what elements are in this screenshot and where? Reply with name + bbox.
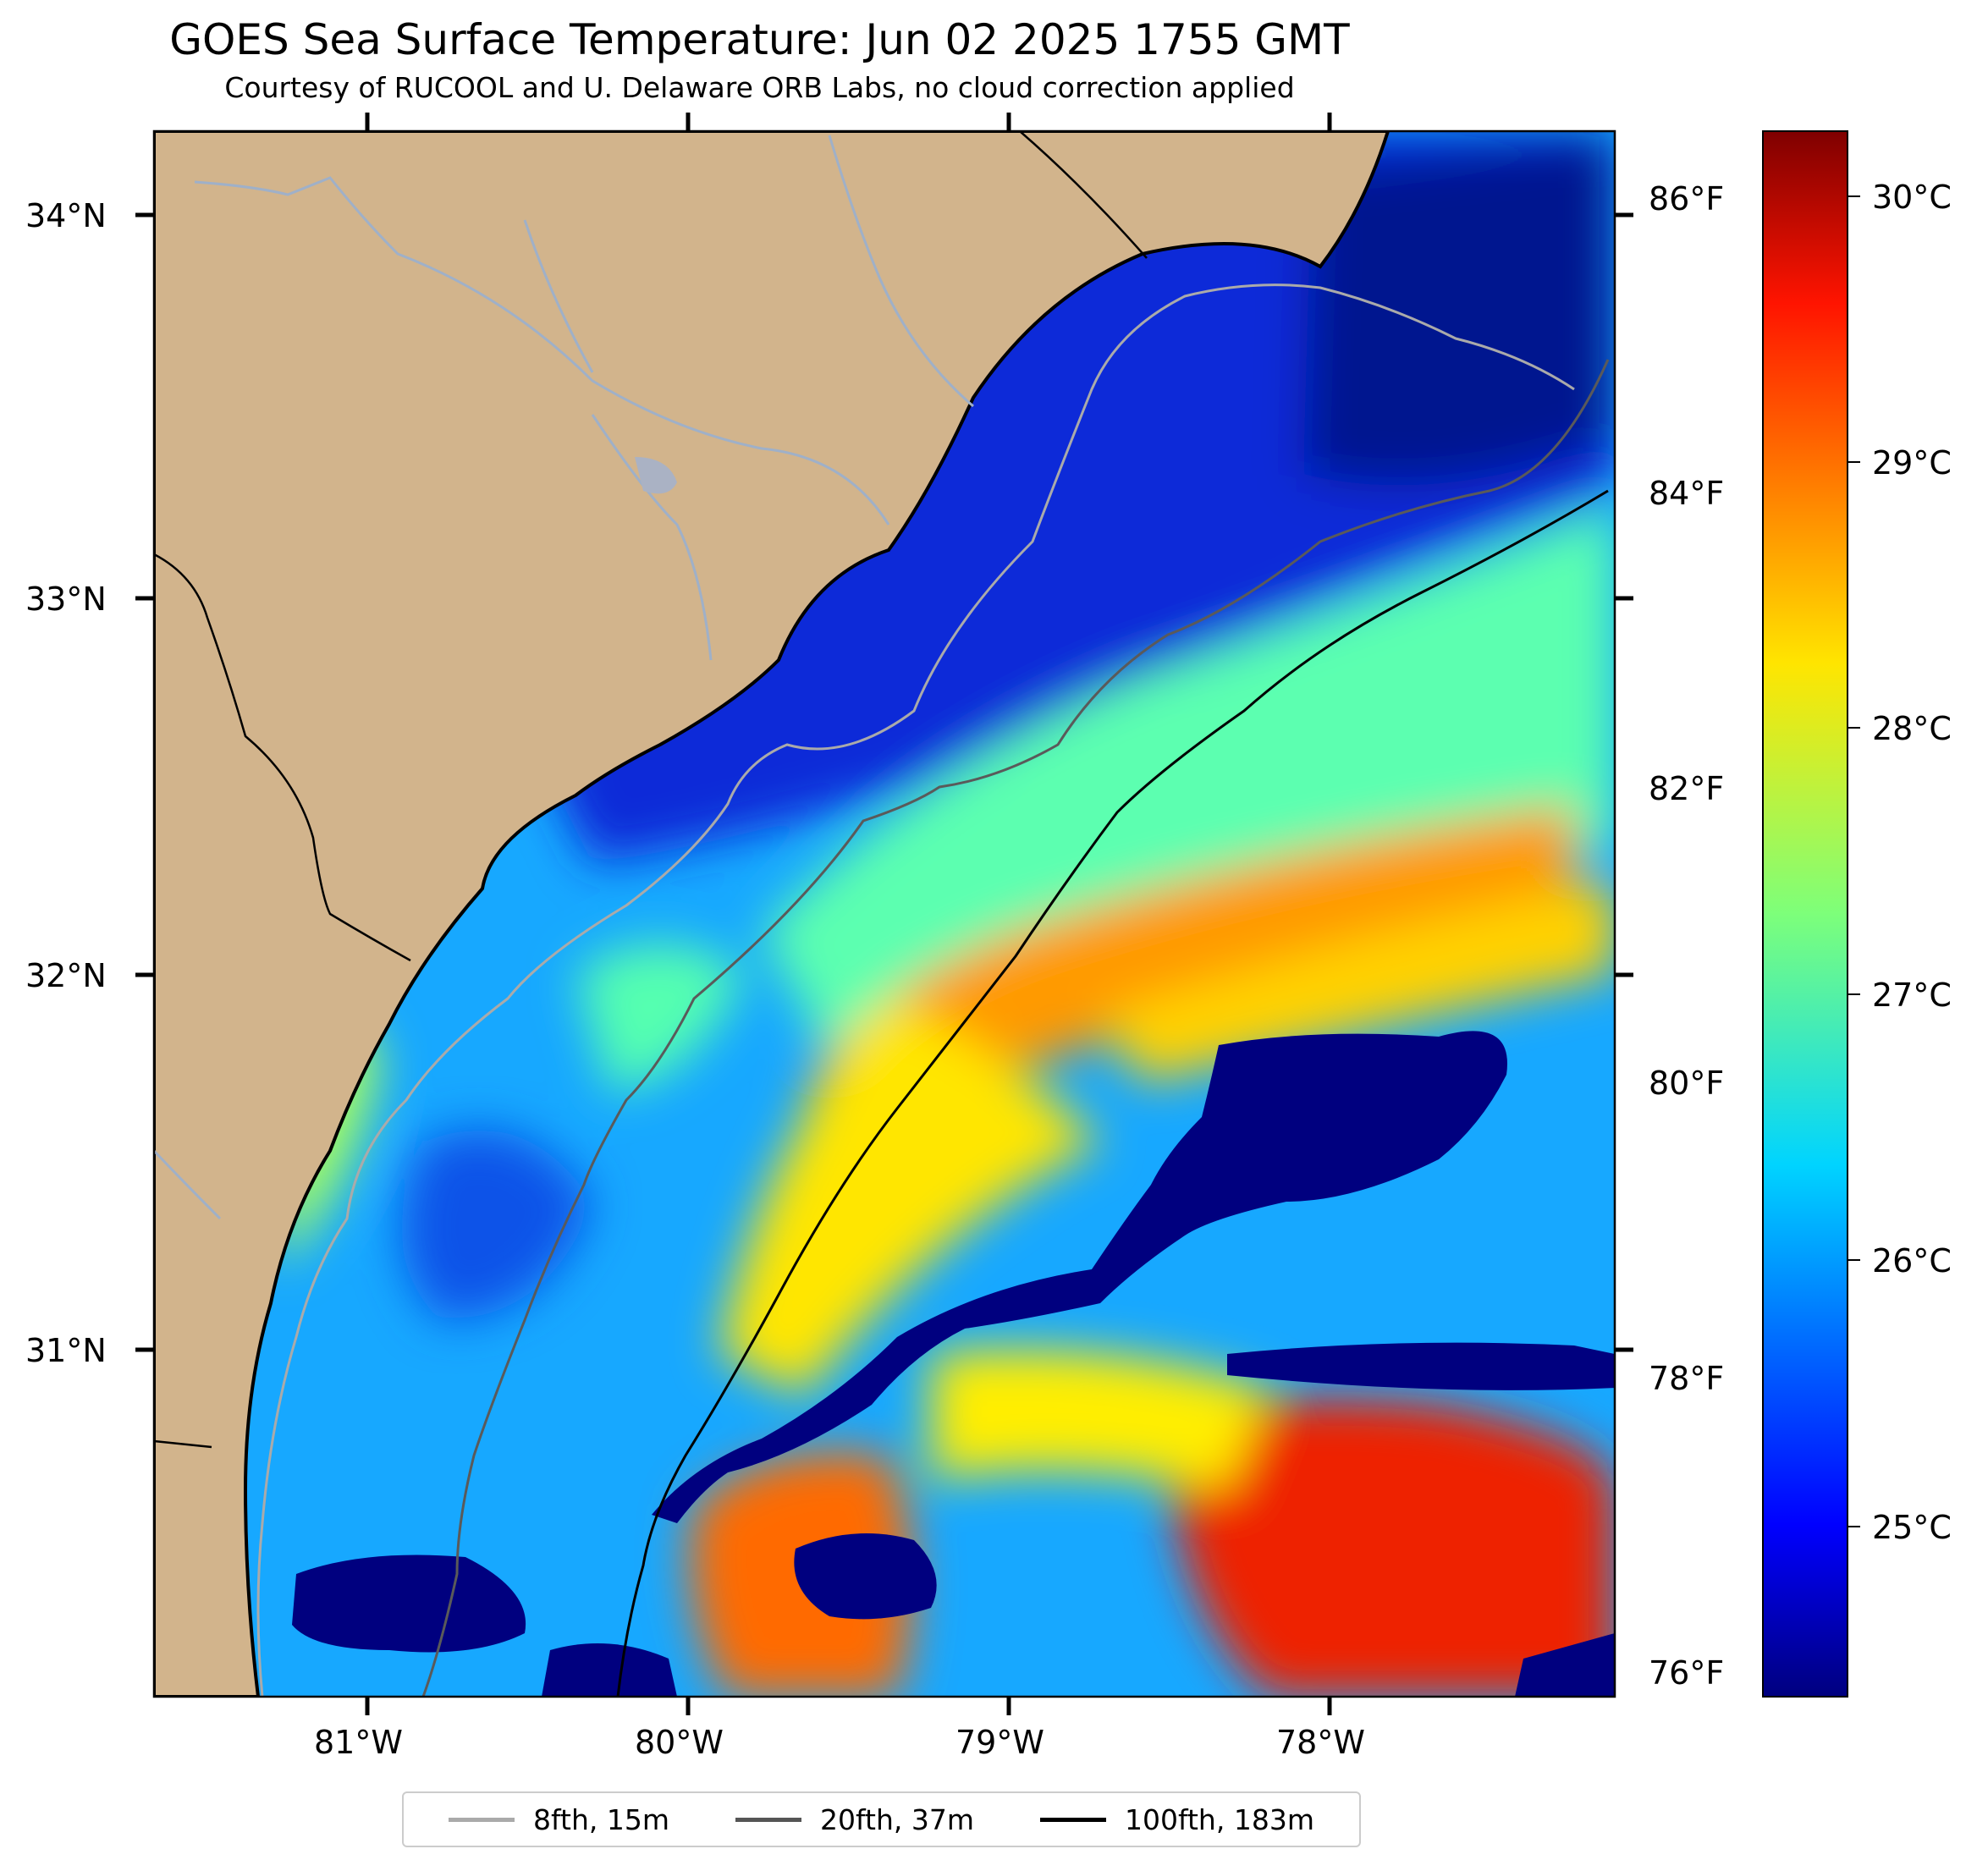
- chart-title: GOES Sea Surface Temperature: Jun 02 202…: [169, 15, 1350, 64]
- colorbar-label: 29°C: [1872, 444, 1952, 482]
- lat-label: 34°N: [25, 197, 107, 234]
- fahrenheit-label: 80°F: [1649, 1065, 1724, 1102]
- lat-label: 31°N: [25, 1332, 107, 1369]
- fahrenheit-label: 76°F: [1649, 1654, 1724, 1692]
- isobath-legend: 8fth, 15m 20fth, 37m 100fth, 183m: [402, 1791, 1361, 1847]
- lon-label: 79°W: [955, 1724, 1044, 1761]
- legend-line-100fth: [1039, 1817, 1106, 1822]
- isobath-8fth: [256, 283, 1575, 1697]
- axis-ticks: [135, 113, 1633, 1715]
- legend-label: 20fth, 37m: [819, 1802, 974, 1836]
- legend-item: 8fth, 15m: [448, 1802, 669, 1836]
- colorbar-label: 30°C: [1872, 179, 1952, 216]
- fahrenheit-label: 84°F: [1649, 475, 1724, 512]
- legend-line-8fth: [448, 1817, 515, 1822]
- lat-label: 32°N: [25, 957, 107, 994]
- fahrenheit-label: 86°F: [1649, 180, 1724, 217]
- fahrenheit-label: 78°F: [1649, 1360, 1724, 1397]
- lat-label: 33°N: [25, 581, 107, 618]
- land-layer: [154, 131, 1390, 1697]
- colorbar: [1762, 130, 1848, 1698]
- fahrenheit-label: 82°F: [1649, 770, 1724, 807]
- legend-item: 100fth, 183m: [1039, 1802, 1314, 1836]
- colorbar-label: 27°C: [1872, 977, 1952, 1014]
- lon-label: 78°W: [1276, 1724, 1365, 1761]
- isobath-100fth: [616, 489, 1609, 1697]
- isobaths: [256, 283, 1610, 1697]
- legend-label: 100fth, 183m: [1124, 1802, 1314, 1836]
- legend-item: 20fth, 37m: [735, 1803, 974, 1836]
- colorbar-label: 25°C: [1872, 1509, 1952, 1546]
- isobath-20fth: [421, 359, 1610, 1697]
- colorbar-label: 26°C: [1872, 1242, 1952, 1279]
- legend-label: 8fth, 15m: [532, 1802, 669, 1836]
- lon-label: 81°W: [314, 1724, 403, 1761]
- lon-label: 80°W: [635, 1724, 724, 1761]
- chart-subtitle: Courtesy of RUCOOL and U. Delaware ORB L…: [224, 71, 1295, 104]
- colorbar-label: 28°C: [1872, 710, 1952, 747]
- legend-line-20fth: [735, 1817, 801, 1822]
